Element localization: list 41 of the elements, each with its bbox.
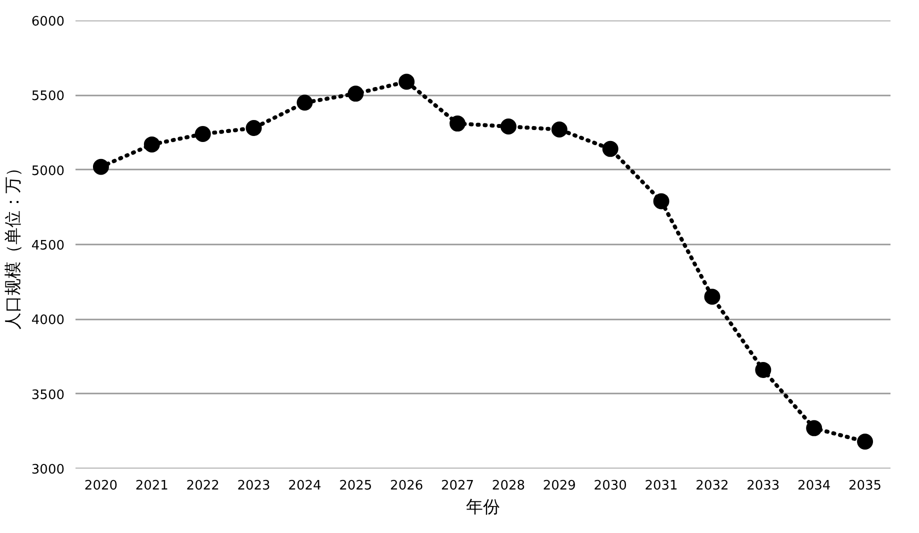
x-axis-title: 年份 bbox=[466, 498, 500, 518]
point bbox=[653, 193, 670, 210]
x-tick-label: 2027 bbox=[440, 478, 474, 494]
x-tick-label: 2029 bbox=[542, 478, 576, 494]
x-tick-label: 2030 bbox=[594, 478, 627, 494]
x-tick-label: 2026 bbox=[390, 478, 424, 494]
y-tick-label: 4000 bbox=[31, 313, 65, 328]
x-tick-label: 2034 bbox=[798, 478, 831, 494]
point bbox=[755, 362, 772, 378]
y-tick-label: 4500 bbox=[31, 238, 65, 254]
x-tick-label: 2023 bbox=[237, 478, 270, 494]
point bbox=[450, 116, 466, 132]
x-tick-label: 2021 bbox=[135, 478, 168, 494]
y-axis-title: 人口规模（单位：万） bbox=[3, 160, 24, 330]
point bbox=[144, 136, 160, 152]
y-tick-label: 6000 bbox=[31, 14, 65, 30]
point bbox=[806, 420, 822, 436]
point bbox=[704, 288, 720, 305]
x-tick-label: 2020 bbox=[84, 478, 118, 494]
point bbox=[348, 86, 364, 102]
point bbox=[398, 74, 415, 90]
x-tick-label: 2025 bbox=[339, 478, 372, 494]
x-tick-label: 2022 bbox=[186, 478, 220, 494]
x-tick-label: 2024 bbox=[288, 478, 322, 494]
point bbox=[551, 122, 568, 138]
point bbox=[500, 118, 516, 135]
point bbox=[92, 158, 109, 175]
point bbox=[602, 140, 618, 157]
x-tick-label: 2028 bbox=[492, 478, 526, 494]
point bbox=[296, 94, 313, 111]
point bbox=[194, 126, 211, 142]
x-tick-label: 2032 bbox=[696, 478, 729, 494]
x-tick-label: 2031 bbox=[644, 478, 678, 494]
point bbox=[246, 120, 262, 136]
y-tick-label: 3000 bbox=[31, 462, 65, 478]
y-tick-label: 3500 bbox=[31, 388, 65, 403]
y-tick-label: 5000 bbox=[31, 164, 65, 179]
x-tick-label: 2035 bbox=[848, 478, 882, 494]
y-tick-label: 5500 bbox=[31, 89, 65, 104]
point bbox=[857, 434, 874, 450]
x-tick-label: 2033 bbox=[746, 478, 780, 494]
